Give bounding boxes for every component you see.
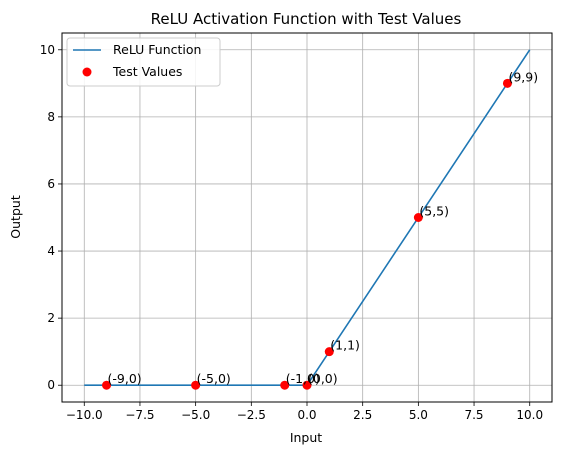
x-tick-label: −5.0 (181, 408, 210, 422)
x-tick-label: −2.5 (237, 408, 266, 422)
y-tick-label: 4 (47, 244, 55, 258)
legend-label: ReLU Function (113, 42, 201, 57)
x-tick-label: 0.0 (297, 408, 316, 422)
chart-title: ReLU Activation Function with Test Value… (151, 10, 462, 28)
legend: ReLU Function Test Values (66, 37, 221, 87)
x-axis-label: Input (290, 430, 322, 445)
x-tick-label: 5.0 (409, 408, 428, 422)
y-tick-label: 6 (47, 177, 55, 191)
point-annotation: (-5,0) (197, 371, 231, 386)
y-tick-label: 10 (40, 43, 55, 57)
legend-label: Test Values (112, 64, 182, 79)
x-tick-label: 2.5 (353, 408, 372, 422)
legend-box (66, 37, 221, 87)
point-layer (102, 78, 512, 390)
test-value-point (191, 380, 201, 390)
point-annotation: (0,0) (308, 371, 338, 386)
point-annotation: (-1,0) (286, 371, 320, 386)
test-value-point (502, 78, 512, 88)
tick-layer: −10.0 −7.5 −5.0 −2.5 0.0 2.5 5.0 7.5 10.0 0 2 4 6 8 10 (40, 43, 543, 422)
legend-marker-swatch (82, 67, 92, 77)
grid (62, 33, 552, 402)
point-annotation: (1,1) (330, 338, 360, 353)
x-tick-label: −10.0 (66, 408, 103, 422)
point-annotation: (5,5) (419, 204, 449, 219)
test-value-point (102, 380, 112, 390)
point-annotation: (-9,0) (108, 371, 142, 386)
x-tick-label: 10.0 (516, 408, 543, 422)
point-annotation: (9,9) (508, 69, 538, 84)
y-tick-label: 0 (47, 378, 55, 392)
annotation-layer: (-9,0) (-5,0) (-1,0)(0,0) (1,1) (5,5) (9,9) (108, 69, 539, 386)
x-tick-label: −7.5 (125, 408, 154, 422)
y-axis-label: Output (8, 195, 23, 239)
x-tick-label: 7.5 (464, 408, 483, 422)
test-value-point (280, 380, 290, 390)
y-tick-label: 8 (47, 110, 55, 124)
test-value-point (324, 347, 334, 357)
y-tick-label: 2 (47, 311, 55, 325)
test-value-point (302, 380, 312, 390)
test-value-point (413, 213, 423, 222)
